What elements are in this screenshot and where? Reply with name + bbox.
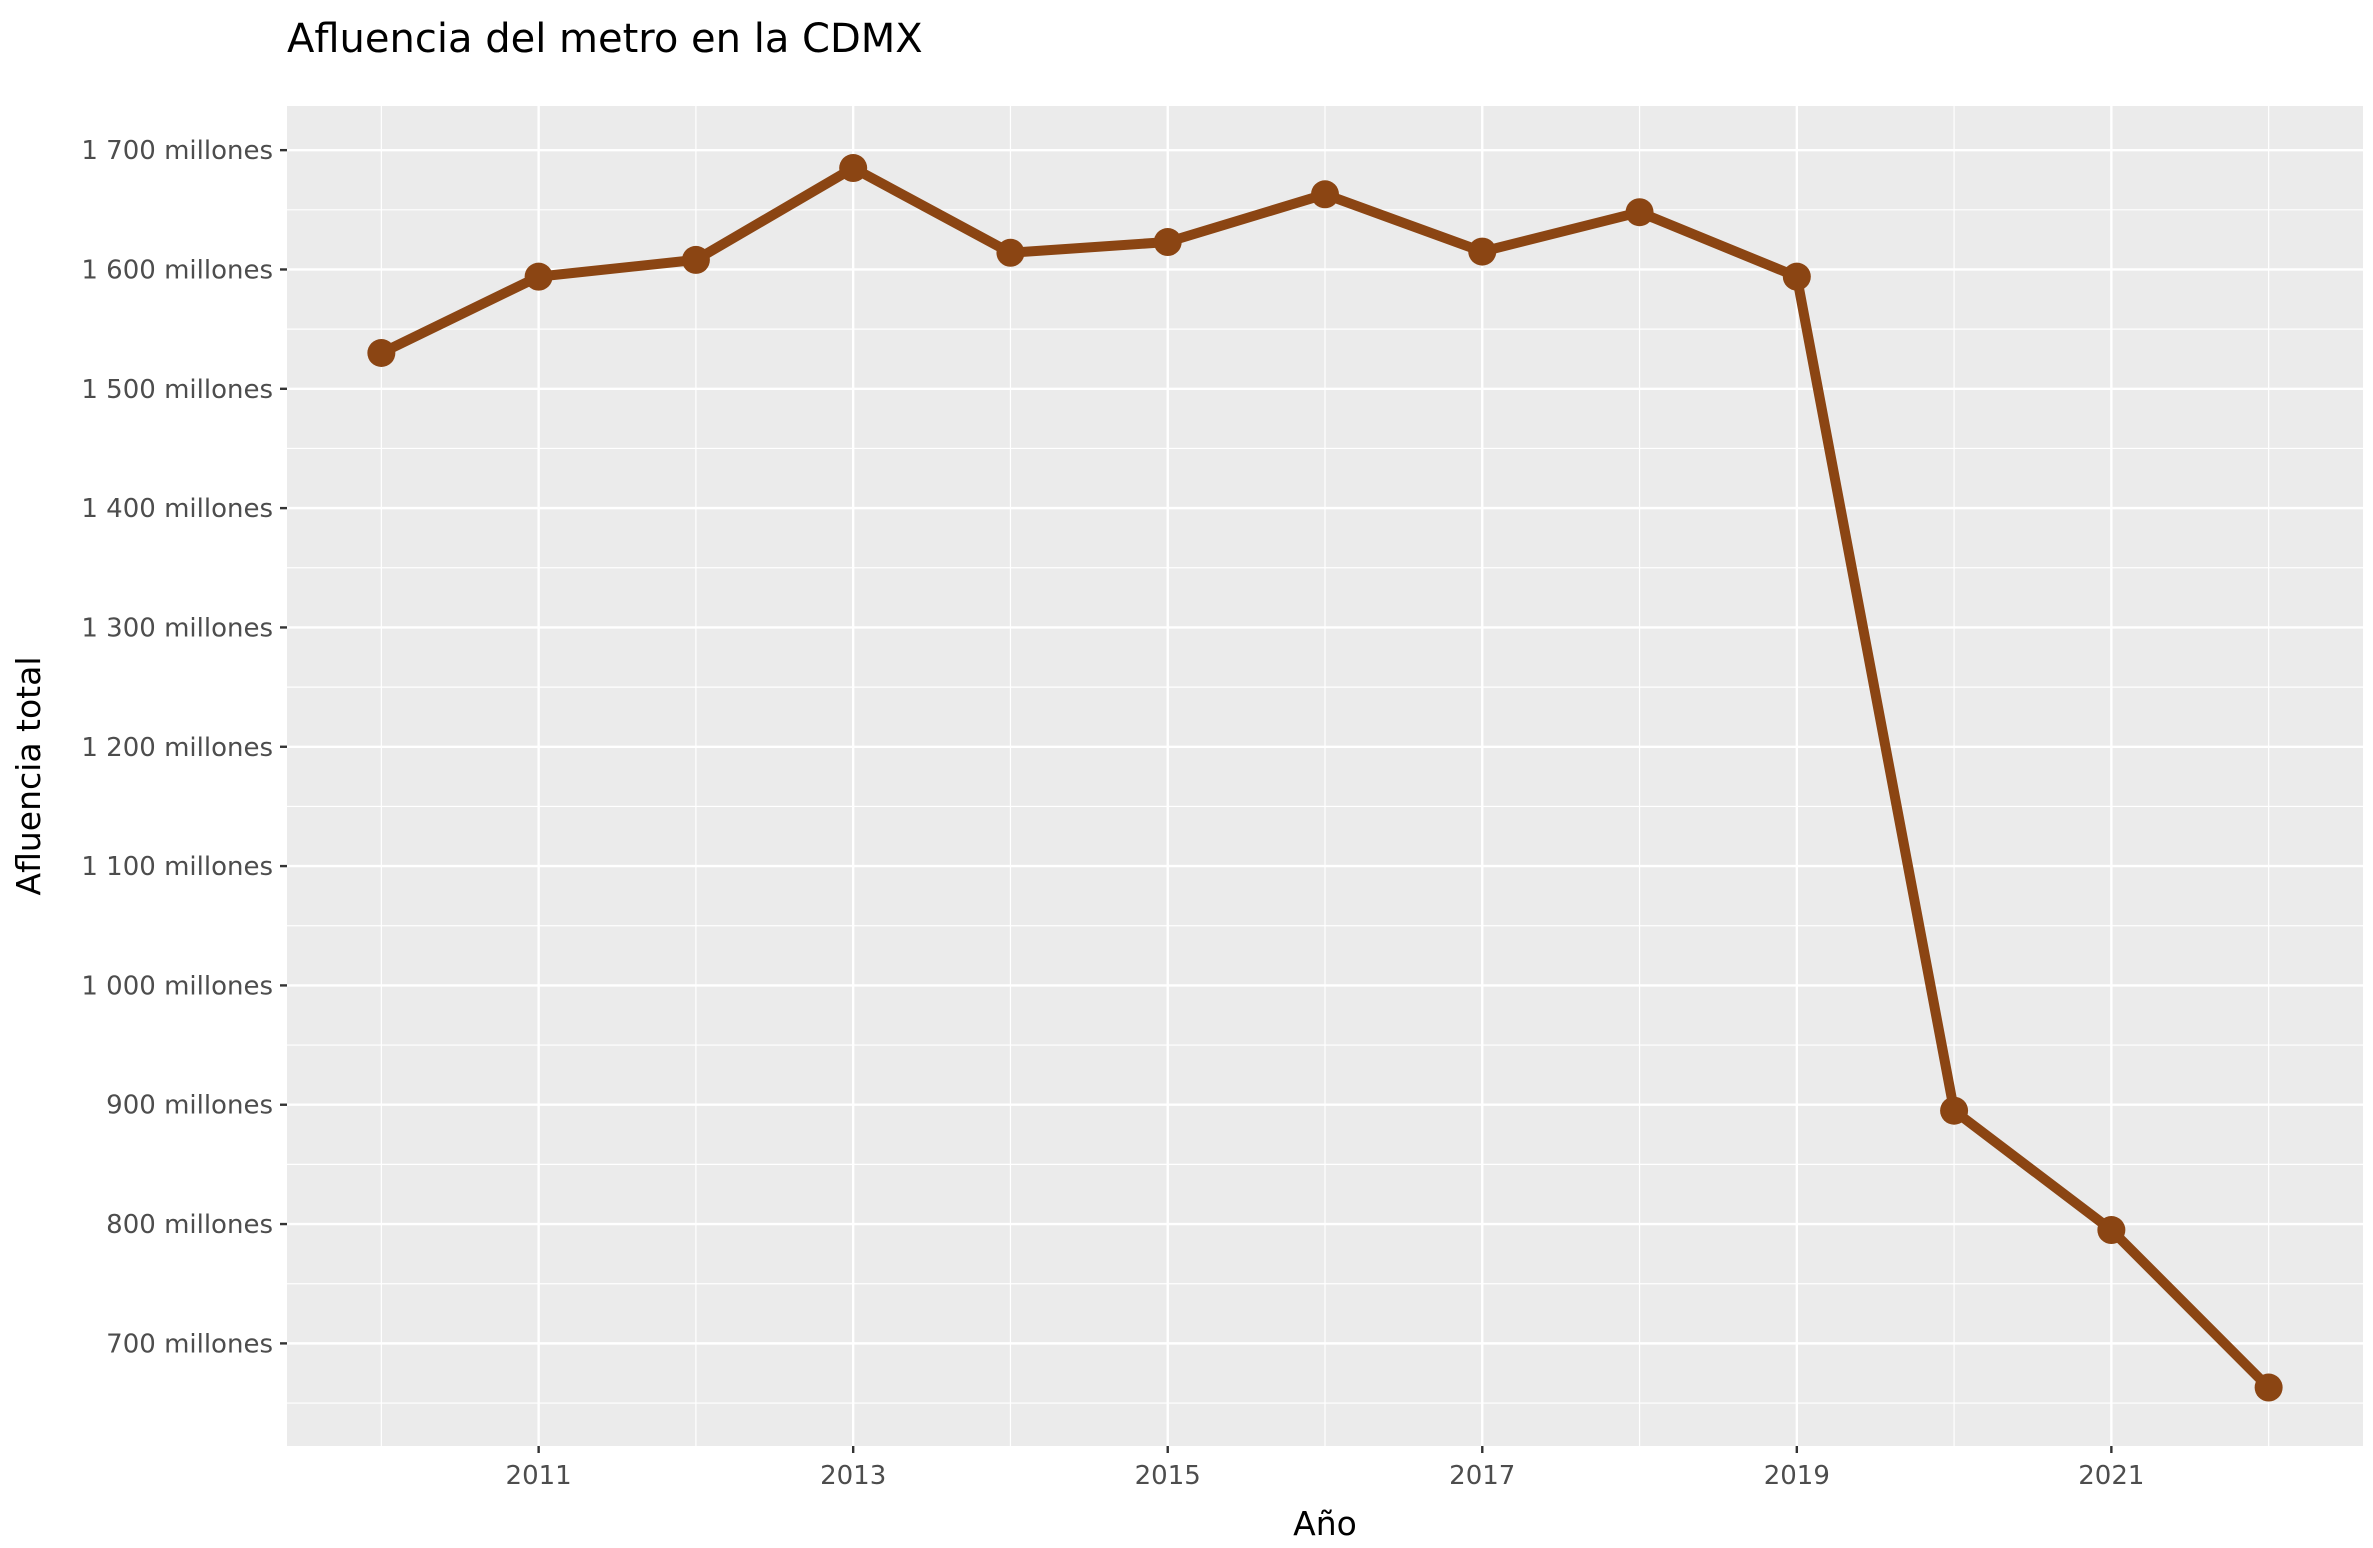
x-tick-label: 2011 xyxy=(506,1461,572,1491)
x-tick-label: 2015 xyxy=(1135,1461,1201,1491)
y-tick-label: 1 600 millones xyxy=(81,255,273,285)
data-point-2020 xyxy=(1940,1096,1969,1125)
data-point-2021 xyxy=(2097,1216,2126,1245)
data-point-2015 xyxy=(1153,228,1182,257)
y-axis: 700 millones 800 millones 900 millones 1 00… xyxy=(81,136,287,1359)
y-tick-label: 1 000 millones xyxy=(81,971,273,1001)
y-tick-label: 1 700 millones xyxy=(81,136,273,166)
y-tick-label: 1 100 millones xyxy=(81,852,273,882)
minor-gridlines xyxy=(287,106,2363,1446)
x-tick-label: 2019 xyxy=(1764,1461,1830,1491)
data-point-2014 xyxy=(996,238,1025,267)
data-point-2013 xyxy=(839,154,868,183)
data-point-2022 xyxy=(2254,1373,2283,1402)
y-tick-label: 800 millones xyxy=(106,1210,273,1240)
y-axis-title: Afluencia total xyxy=(9,657,48,896)
data-point-2012 xyxy=(681,245,710,274)
data-point-2019 xyxy=(1782,262,1811,291)
series-afluencia xyxy=(367,154,2283,1402)
y-tick-label: 700 millones xyxy=(106,1329,273,1359)
x-tick-label: 2021 xyxy=(2078,1461,2144,1491)
x-tick-label: 2017 xyxy=(1449,1461,1515,1491)
data-point-2010 xyxy=(367,338,396,367)
data-point-2018 xyxy=(1625,198,1654,227)
x-axis: 2011 2013 2015 2017 2019 2021 xyxy=(506,1446,2144,1491)
y-tick-label: 900 millones xyxy=(106,1091,273,1121)
y-tick-label: 1 200 millones xyxy=(81,733,273,763)
data-point-2011 xyxy=(524,262,553,291)
data-point-2016 xyxy=(1311,180,1339,209)
y-tick-label: 1 400 millones xyxy=(81,494,273,524)
x-axis-title: Año xyxy=(1293,1504,1357,1543)
x-tick-label: 2013 xyxy=(820,1461,886,1491)
y-tick-label: 1 300 millones xyxy=(81,613,273,643)
y-tick-label: 1 500 millones xyxy=(81,375,273,405)
data-point-2017 xyxy=(1468,237,1497,266)
chart-title: Afluencia del metro en la CDMX xyxy=(287,16,923,62)
